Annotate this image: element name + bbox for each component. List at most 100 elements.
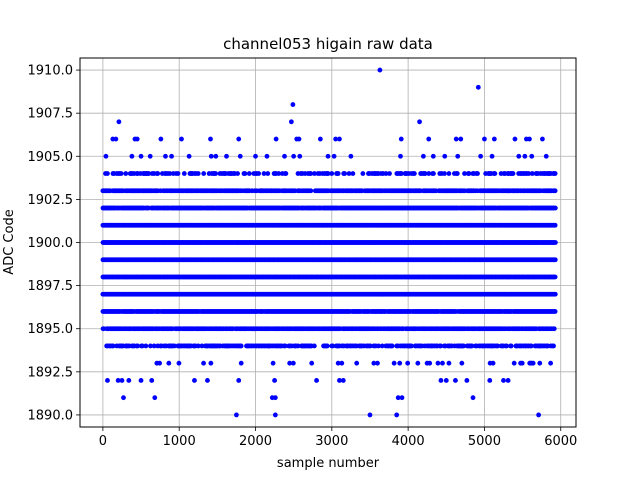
data-point [350, 171, 356, 176]
data-point [489, 153, 495, 159]
data-point [455, 153, 461, 159]
data-point [282, 343, 288, 349]
data-point [314, 378, 319, 383]
data-point [371, 360, 377, 366]
data-point [265, 171, 271, 176]
data-point [426, 136, 432, 142]
data-point [411, 171, 417, 176]
data-point [317, 136, 323, 142]
y-tick-label: 1897.5 [28, 279, 74, 294]
data-point [530, 360, 536, 366]
data-point [311, 343, 317, 349]
data-point [296, 136, 302, 142]
data-point [536, 412, 542, 418]
data-point [105, 378, 110, 383]
data-point [335, 360, 341, 366]
data-point [405, 360, 411, 366]
data-point [552, 274, 558, 280]
data-point [543, 153, 549, 159]
data-point [272, 395, 278, 401]
data-point [552, 309, 558, 314]
data-point [330, 343, 336, 349]
data-point [458, 136, 464, 142]
data-points [100, 67, 558, 418]
data-point [340, 378, 346, 383]
data-point [329, 171, 335, 176]
data-point [283, 171, 289, 176]
data-point [464, 378, 470, 383]
data-point [103, 153, 109, 159]
data-point [354, 360, 360, 366]
data-point [527, 136, 532, 142]
data-point [123, 171, 129, 176]
data-point [290, 102, 296, 107]
data-point [201, 360, 206, 366]
data-point [331, 153, 337, 159]
data-point [453, 378, 458, 383]
data-point [430, 153, 436, 159]
data-point [552, 257, 558, 263]
y-axis-label: ADC Code [2, 209, 17, 274]
data-point [552, 222, 558, 228]
data-point [176, 360, 182, 366]
data-point [195, 171, 201, 176]
data-point [490, 360, 496, 366]
data-point [459, 360, 465, 366]
data-point [147, 153, 153, 159]
data-point [420, 153, 426, 159]
data-point [339, 360, 345, 366]
data-point [234, 412, 239, 418]
data-point [325, 153, 331, 159]
data-point [492, 171, 498, 176]
data-point [135, 343, 141, 349]
data-point [148, 343, 153, 349]
data-point [375, 360, 380, 366]
data-point [129, 153, 135, 159]
data-point [143, 343, 149, 349]
data-point [151, 343, 157, 349]
y-tick-label: 1910.0 [28, 64, 74, 79]
data-point [491, 136, 497, 142]
data-point [537, 360, 543, 366]
data-point [442, 153, 448, 159]
data-point [201, 171, 207, 176]
data-point [394, 412, 400, 418]
data-point [461, 343, 466, 349]
data-point [379, 343, 385, 349]
data-point [552, 240, 558, 245]
x-tick-label: 5000 [468, 434, 501, 449]
x-tick-label: 1000 [163, 434, 196, 449]
data-point [376, 343, 381, 349]
data-point [389, 343, 395, 349]
data-point [348, 153, 354, 159]
x-tick-label: 4000 [392, 434, 425, 449]
data-point [511, 360, 517, 366]
data-point [256, 171, 262, 176]
data-point [431, 171, 436, 176]
data-point [442, 171, 447, 176]
data-point [377, 67, 383, 73]
data-point [158, 136, 164, 142]
data-point [519, 360, 525, 366]
data-point [166, 360, 172, 366]
data-point [253, 153, 258, 159]
y-tick-label: 1905.0 [28, 150, 74, 165]
data-point [110, 343, 116, 349]
data-point [552, 171, 558, 176]
data-point [155, 171, 161, 176]
data-point [181, 171, 187, 176]
data-point [435, 360, 441, 366]
data-point [427, 360, 433, 366]
chart-title: channel053 higain raw data [223, 35, 433, 53]
data-point [242, 171, 248, 176]
data-point [157, 360, 162, 366]
data-point [273, 136, 279, 142]
data-point [540, 136, 545, 142]
data-point [288, 119, 294, 125]
data-point [238, 343, 244, 349]
data-point [287, 360, 293, 366]
data-point [224, 153, 229, 159]
data-point [138, 153, 144, 159]
